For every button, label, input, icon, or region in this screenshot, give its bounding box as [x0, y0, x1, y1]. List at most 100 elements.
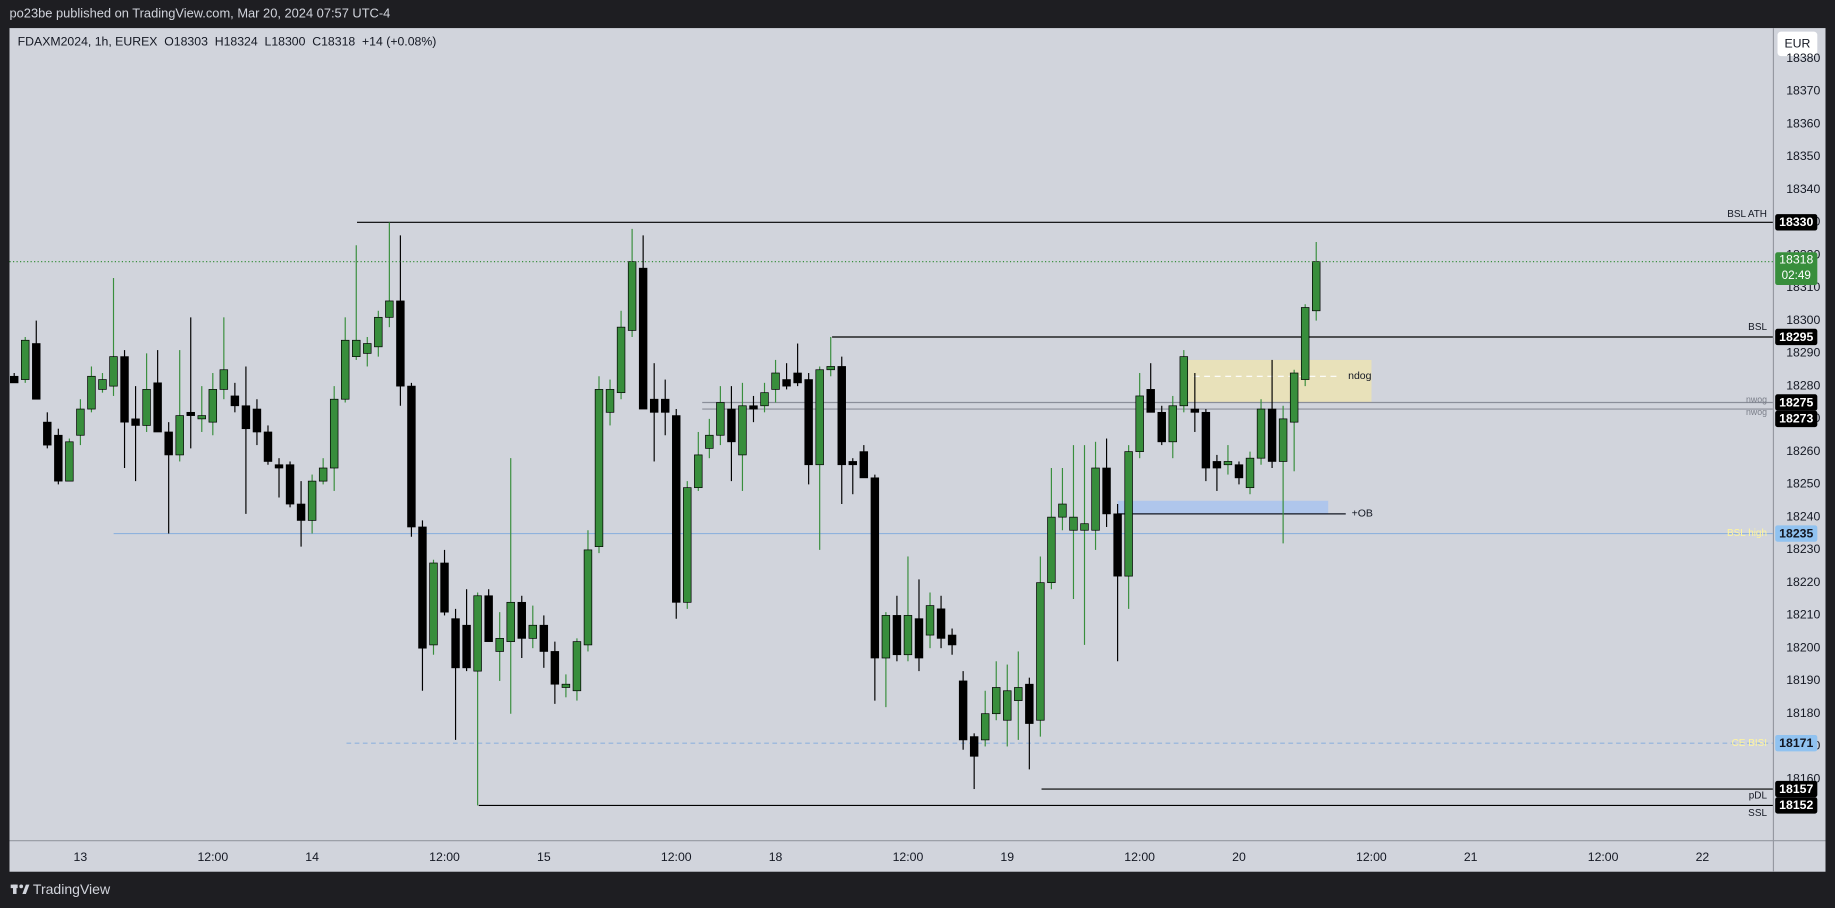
x-tick-label: 20 [1232, 850, 1246, 864]
brand-logo [10, 884, 30, 894]
candle-body [473, 595, 482, 672]
candle-body [252, 408, 262, 433]
candle-body [1113, 513, 1122, 577]
candle-body [1278, 418, 1288, 462]
price-tag [1775, 525, 1818, 542]
candle-body [407, 385, 416, 528]
candle-body [969, 736, 979, 757]
candle-body [958, 680, 968, 741]
candle-body [307, 480, 317, 521]
candle-body [1025, 683, 1034, 724]
zone [1117, 500, 1329, 514]
brand[interactable]: TradingView [33, 881, 111, 897]
candle-body [980, 713, 990, 741]
candle-body [208, 389, 218, 423]
price-tag-label: 18295 [1779, 330, 1813, 344]
candle-body [1146, 389, 1155, 413]
candle-body [352, 339, 361, 357]
currency-box[interactable] [1777, 31, 1818, 57]
candle-body [1168, 405, 1177, 443]
candle-body [274, 464, 284, 469]
x-tick-label: 19 [1000, 850, 1014, 864]
x-tick-label: 12:00 [1124, 850, 1155, 864]
level-label: pDL [1749, 791, 1768, 802]
candle-body [517, 601, 526, 639]
candle-body [749, 405, 758, 410]
candle-body [1080, 523, 1089, 531]
price-tag-label: 18273 [1779, 412, 1813, 426]
candle-body [881, 615, 891, 659]
candle-body [1135, 395, 1144, 452]
candle-body [727, 408, 736, 443]
candle-body [572, 641, 582, 692]
price-tag [1775, 780, 1818, 798]
candle-body [451, 618, 460, 669]
candle-body [495, 637, 504, 652]
published-note: po23be published on TradingView.com, Mar… [10, 5, 391, 20]
candle-body [947, 634, 957, 646]
candle-body [296, 503, 306, 521]
candle-body [230, 395, 240, 407]
candle-body [1047, 516, 1056, 584]
candle-body [142, 389, 151, 426]
y-tick-label: 18210 [1786, 608, 1820, 622]
candle-body [120, 356, 129, 423]
y-tick-label: 18350 [1786, 149, 1820, 163]
x-tick-label: 12:00 [893, 850, 924, 864]
y-tick-label: 18240 [1786, 509, 1820, 523]
candle-body [1289, 372, 1299, 423]
candle-body [925, 605, 935, 636]
candle-body [87, 375, 96, 410]
candle-body [1003, 690, 1012, 721]
candle-body [1256, 408, 1266, 459]
zone-label: +OB [1352, 508, 1373, 520]
candle-body [1223, 461, 1233, 466]
zone-label: ndog [1348, 370, 1372, 382]
candle-body [197, 415, 206, 420]
y-tick-label: 18250 [1786, 477, 1820, 491]
candle-body [65, 441, 74, 482]
candle-body [638, 267, 648, 410]
candle-body [1124, 451, 1133, 577]
candle-body [363, 343, 372, 354]
candle-body [738, 405, 747, 456]
candle-body [175, 415, 184, 456]
y-tick-label: 18290 [1786, 346, 1820, 360]
candle-body [660, 398, 670, 413]
y-tick-label: 18370 [1786, 84, 1820, 98]
candle-body [616, 326, 626, 394]
candle-body [32, 343, 41, 400]
price-tag [1775, 214, 1818, 231]
level-label: BSL high [1727, 528, 1767, 539]
candle-body [1190, 408, 1200, 413]
price-tag-label: 18157 [1779, 782, 1813, 796]
chart-background [9, 28, 1826, 872]
candle-body [992, 687, 1001, 715]
candle-body [782, 379, 791, 387]
candle-body [109, 356, 118, 387]
candle-body [528, 624, 538, 639]
candle-body [694, 454, 703, 489]
y-tick-label: 18230 [1786, 542, 1820, 556]
candle-body [914, 618, 924, 659]
y-tick-label: 18190 [1786, 673, 1820, 687]
candle-body [683, 487, 692, 603]
countdown: 02:49 [1782, 269, 1811, 282]
y-tick-label: 18280 [1786, 378, 1820, 392]
price-tag [1775, 394, 1818, 411]
candle-body [263, 431, 273, 462]
candle-body [1234, 464, 1244, 479]
y-tick-label: 18260 [1786, 444, 1820, 458]
candle-body [21, 339, 30, 380]
y-tick-label: 18180 [1786, 706, 1820, 720]
y-tick-label: 18300 [1786, 313, 1820, 327]
currency[interactable]: EUR [1784, 37, 1810, 51]
price-tag [1775, 410, 1818, 428]
price-tag-label: 18152 [1779, 798, 1813, 812]
candle-body [285, 464, 295, 505]
candle-body [186, 411, 195, 416]
candle-body [9, 375, 19, 384]
candle-body [1069, 516, 1078, 531]
